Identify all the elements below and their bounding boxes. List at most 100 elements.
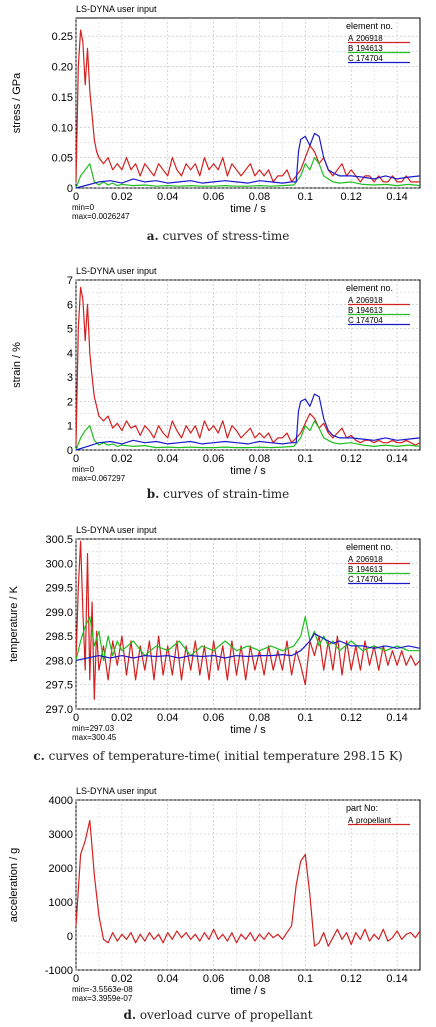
x-tick-label: 0.1 [298, 453, 313, 465]
legend-letter: A [348, 296, 354, 305]
y-tick-label: 2 [67, 396, 73, 408]
legend-letter: A [348, 34, 354, 43]
y-tick-label: 0.10 [52, 122, 73, 134]
x-tick-label: 0.14 [386, 453, 407, 465]
y-tick-label: 0.15 [52, 92, 73, 104]
acceleration-time-chart-panel: LS-DYNA user input 0 0.02 0.04 0.06 0.08 0.1 0.… [0, 782, 436, 1027]
y-tick-label: 1 [67, 421, 73, 433]
x-tick-label: 0.08 [249, 712, 270, 724]
min-label: min=-3.5563e-08 [72, 985, 133, 994]
legend-entry: 194613 [356, 44, 383, 53]
y-tick-label: 299.5 [45, 583, 73, 595]
temperature-time-chart-panel: LS-DYNA user input 0 0.02 0.04 0.06 0.08 0.1 0.… [0, 521, 436, 771]
x-tick-label: 0.02 [111, 973, 132, 985]
legend-letter: C [348, 575, 354, 584]
y-tick-label: 0 [67, 183, 73, 195]
legend-title: element no. [346, 542, 393, 552]
series-line-B [75, 157, 421, 189]
x-tick-label: 0.1 [298, 973, 313, 985]
chart-header: LS-DYNA user input [76, 525, 157, 535]
legend-letter: B [348, 565, 353, 574]
x-tick-label: 0 [73, 712, 79, 724]
caption-c: c. curves of temperature-time( initial t… [0, 749, 436, 763]
y-tick-label: 4 [67, 348, 73, 360]
x-tick-label: 0.04 [157, 973, 178, 985]
y-tick-label: 297.0 [45, 704, 73, 716]
legend-entry: 206918 [356, 296, 383, 305]
series-line-B [75, 616, 420, 661]
x-tick-label: 0.08 [249, 191, 270, 203]
x-tick-label: 0.14 [386, 712, 407, 724]
series-line-A [75, 29, 420, 183]
series-line-A [75, 286, 421, 446]
x-tick-label: 0.02 [111, 453, 132, 465]
min-label: min=0 [72, 465, 95, 474]
x-tick-label: 0.14 [386, 973, 407, 985]
legend-entry: 206918 [356, 555, 383, 564]
y-tick-label: 0.25 [52, 31, 73, 43]
caption-d-letter: d. [123, 1008, 137, 1022]
x-tick-label: 0 [73, 453, 79, 465]
x-tick-label: 0.12 [340, 712, 361, 724]
caption-a-text: curves of stress-time [158, 229, 290, 243]
y-axis-label: strain / % [11, 342, 23, 388]
x-tick-label: 0.14 [386, 191, 407, 203]
y-tick-label: -1000 [45, 965, 73, 977]
x-tick-label: 0.02 [111, 191, 132, 203]
x-tick-label: 0.08 [249, 453, 270, 465]
chart-header: LS-DYNA user input [76, 266, 157, 276]
max-label: max=300.45 [72, 733, 117, 742]
series-line-C [75, 633, 421, 661]
x-tick-label: 0.12 [340, 973, 361, 985]
x-tick-label: 0.1 [298, 712, 313, 724]
chart-header: LS-DYNA user input [76, 786, 157, 796]
y-tick-label: 1000 [49, 897, 73, 909]
legend-letter: B [348, 44, 353, 53]
x-tick-label: 0.08 [249, 973, 270, 985]
series-line-B [75, 420, 421, 451]
x-tick-label: 0.06 [203, 712, 224, 724]
y-tick-label: 0 [67, 445, 73, 457]
strain-time-chart: LS-DYNA user input 0 0.02 0.04 0.06 0.08 0.1 0.… [11, 266, 421, 483]
max-label: max=0.0026247 [72, 212, 130, 221]
legend-entry: 174704 [356, 316, 383, 325]
y-tick-label: 0.20 [52, 62, 73, 74]
legend-entry: 174704 [356, 575, 383, 584]
y-tick-label: 300.0 [45, 558, 73, 570]
caption-d: d. overload curve of propellant [0, 1008, 436, 1022]
x-tick-label: 0.04 [157, 453, 178, 465]
legend-title: part No: [346, 803, 378, 813]
legend-entry: 194613 [356, 306, 383, 315]
legend-entry: 206918 [356, 34, 383, 43]
x-tick-label: 0.12 [340, 453, 361, 465]
legend-title: element no. [346, 283, 393, 293]
legend-entry: 194613 [356, 565, 383, 574]
x-tick-label: 0.04 [157, 191, 178, 203]
y-tick-label: 3000 [49, 829, 73, 841]
legend-letter: C [348, 316, 354, 325]
max-label: max=0.067297 [72, 474, 126, 483]
stress-time-chart: LS-DYNA user input 0 0.02 0.04 0.06 0.08 0.1 0.… [11, 4, 421, 221]
y-tick-label: 5 [67, 324, 73, 336]
y-tick-label: 2000 [49, 863, 73, 875]
y-axis-label: stress / GPa [11, 72, 23, 133]
x-tick-label: 0.06 [203, 191, 224, 203]
x-axis-label: time / s [230, 203, 266, 215]
caption-c-text: curves of temperature-time( initial temp… [44, 749, 403, 763]
x-tick-label: 0 [73, 973, 79, 985]
temperature-time-chart: LS-DYNA user input 0 0.02 0.04 0.06 0.08 0.1 0.… [8, 525, 421, 742]
x-tick-label: 0.12 [340, 191, 361, 203]
caption-a-letter: a. [146, 229, 159, 243]
y-tick-label: 0.05 [52, 153, 73, 165]
caption-b: b. curves of strain-time [0, 487, 436, 501]
series-line-C [75, 132, 421, 189]
x-tick-label: 0 [73, 191, 79, 203]
caption-b-text: curves of strain-time [159, 487, 290, 501]
y-tick-label: 297.5 [45, 680, 73, 692]
legend-letter: C [348, 54, 354, 63]
chart-header: LS-DYNA user input [76, 4, 157, 14]
y-tick-label: 6 [67, 299, 73, 311]
x-axis-label: time / s [230, 465, 266, 477]
series-line-A [75, 819, 421, 947]
y-tick-label: 298.0 [45, 655, 73, 667]
